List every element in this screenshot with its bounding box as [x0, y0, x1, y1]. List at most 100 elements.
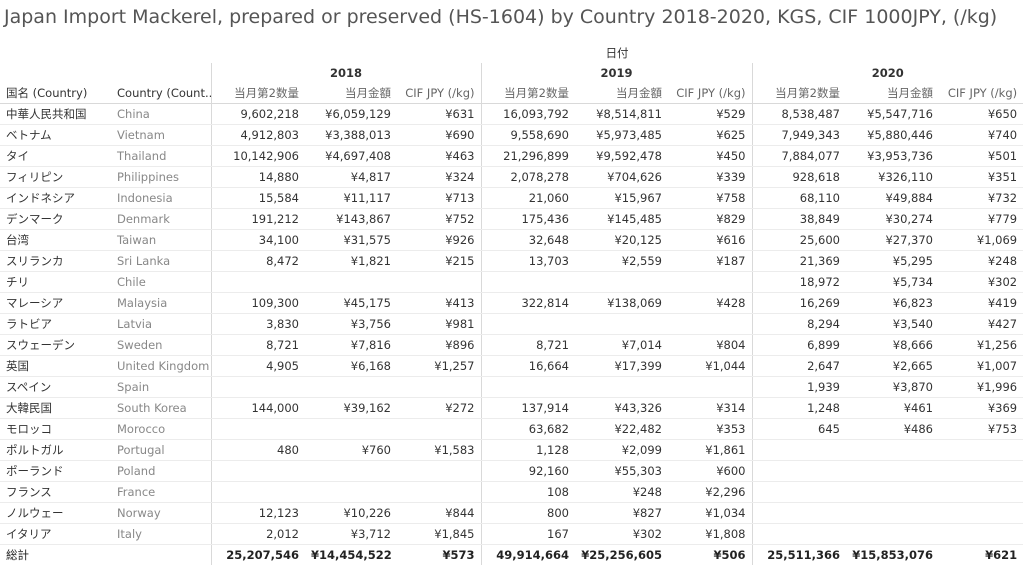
- amount-cell[interactable]: ¥4,697,408: [305, 146, 397, 167]
- country-name-en[interactable]: Thailand: [111, 146, 211, 167]
- measure-header-amount[interactable]: 当月金額: [575, 83, 668, 104]
- amount-cell[interactable]: [846, 461, 939, 482]
- quantity-cell[interactable]: [211, 461, 305, 482]
- country-name-jp[interactable]: ベトナム: [0, 125, 111, 146]
- cif-cell[interactable]: ¥248: [939, 251, 1023, 272]
- cif-cell[interactable]: ¥324: [397, 167, 481, 188]
- country-name-jp[interactable]: マレーシア: [0, 293, 111, 314]
- amount-cell[interactable]: ¥2,559: [575, 251, 668, 272]
- quantity-cell[interactable]: 6,899: [752, 335, 846, 356]
- country-name-jp[interactable]: デンマーク: [0, 209, 111, 230]
- cif-cell[interactable]: ¥427: [939, 314, 1023, 335]
- country-name-jp[interactable]: スリランカ: [0, 251, 111, 272]
- cif-cell[interactable]: ¥1,257: [397, 356, 481, 377]
- amount-cell[interactable]: ¥302: [575, 524, 668, 545]
- country-name-jp[interactable]: ポルトガル: [0, 440, 111, 461]
- cif-cell[interactable]: [397, 419, 481, 440]
- country-name-en[interactable]: Indonesia: [111, 188, 211, 209]
- amount-cell[interactable]: ¥17,399: [575, 356, 668, 377]
- quantity-cell[interactable]: 1,248: [752, 398, 846, 419]
- amount-cell[interactable]: ¥138,069: [575, 293, 668, 314]
- quantity-cell[interactable]: 63,682: [481, 419, 575, 440]
- cif-cell[interactable]: ¥573: [397, 545, 481, 565]
- quantity-cell[interactable]: 16,664: [481, 356, 575, 377]
- quantity-cell[interactable]: 14,880: [211, 167, 305, 188]
- amount-cell[interactable]: ¥11,117: [305, 188, 397, 209]
- quantity-cell[interactable]: 928,618: [752, 167, 846, 188]
- amount-cell[interactable]: ¥3,712: [305, 524, 397, 545]
- amount-cell[interactable]: ¥6,823: [846, 293, 939, 314]
- cif-cell[interactable]: ¥616: [668, 230, 752, 251]
- year-header-2020[interactable]: 2020: [752, 63, 1023, 83]
- cif-cell[interactable]: ¥506: [668, 545, 752, 565]
- quantity-cell[interactable]: [211, 272, 305, 293]
- cif-cell[interactable]: ¥690: [397, 125, 481, 146]
- quantity-cell[interactable]: 480: [211, 440, 305, 461]
- country-name-en[interactable]: Vietnam: [111, 125, 211, 146]
- amount-cell[interactable]: ¥7,816: [305, 335, 397, 356]
- amount-cell[interactable]: ¥8,514,811: [575, 104, 668, 125]
- country-name-jp[interactable]: チリ: [0, 272, 111, 293]
- amount-cell[interactable]: ¥45,175: [305, 293, 397, 314]
- amount-cell[interactable]: ¥10,226: [305, 503, 397, 524]
- quantity-cell[interactable]: 137,914: [481, 398, 575, 419]
- cif-cell[interactable]: ¥351: [939, 167, 1023, 188]
- amount-cell[interactable]: [305, 461, 397, 482]
- measure-header-amount[interactable]: 当月金額: [846, 83, 939, 104]
- amount-cell[interactable]: ¥5,547,716: [846, 104, 939, 125]
- quantity-cell[interactable]: 175,436: [481, 209, 575, 230]
- quantity-cell[interactable]: [752, 461, 846, 482]
- cif-cell[interactable]: ¥353: [668, 419, 752, 440]
- quantity-cell[interactable]: 49,914,664: [481, 545, 575, 565]
- amount-cell[interactable]: ¥9,592,478: [575, 146, 668, 167]
- cif-cell[interactable]: [939, 461, 1023, 482]
- quantity-cell[interactable]: 2,647: [752, 356, 846, 377]
- amount-cell[interactable]: [305, 419, 397, 440]
- country-name-en[interactable]: France: [111, 482, 211, 503]
- amount-cell[interactable]: ¥3,540: [846, 314, 939, 335]
- amount-cell[interactable]: ¥49,884: [846, 188, 939, 209]
- measure-header-cif[interactable]: CIF JPY (/kg): [668, 83, 752, 104]
- year-header-2018[interactable]: 2018: [211, 63, 481, 83]
- cif-cell[interactable]: ¥631: [397, 104, 481, 125]
- cif-cell[interactable]: ¥981: [397, 314, 481, 335]
- country-name-en[interactable]: South Korea: [111, 398, 211, 419]
- country-name-en[interactable]: Chile: [111, 272, 211, 293]
- cif-cell[interactable]: ¥650: [939, 104, 1023, 125]
- amount-cell[interactable]: ¥760: [305, 440, 397, 461]
- cif-cell[interactable]: [397, 377, 481, 398]
- quantity-cell[interactable]: 7,949,343: [752, 125, 846, 146]
- amount-cell[interactable]: ¥7,014: [575, 335, 668, 356]
- quantity-cell[interactable]: 645: [752, 419, 846, 440]
- quantity-cell[interactable]: 15,584: [211, 188, 305, 209]
- amount-cell[interactable]: ¥31,575: [305, 230, 397, 251]
- country-name-en[interactable]: Morocco: [111, 419, 211, 440]
- cif-cell[interactable]: ¥621: [939, 545, 1023, 565]
- quantity-cell[interactable]: [752, 440, 846, 461]
- cif-cell[interactable]: ¥713: [397, 188, 481, 209]
- cif-cell[interactable]: ¥272: [397, 398, 481, 419]
- cif-cell[interactable]: [668, 314, 752, 335]
- quantity-cell[interactable]: [752, 524, 846, 545]
- column-header-country-jp[interactable]: 国名 (Country): [0, 83, 111, 104]
- country-name-jp[interactable]: ポーランド: [0, 461, 111, 482]
- amount-cell[interactable]: ¥143,867: [305, 209, 397, 230]
- quantity-cell[interactable]: 4,912,803: [211, 125, 305, 146]
- country-name-jp[interactable]: 中華人民共和国: [0, 104, 111, 125]
- cif-cell[interactable]: ¥215: [397, 251, 481, 272]
- quantity-cell[interactable]: [211, 377, 305, 398]
- amount-cell[interactable]: ¥4,817: [305, 167, 397, 188]
- amount-cell[interactable]: [846, 524, 939, 545]
- measure-header-amount[interactable]: 当月金額: [305, 83, 397, 104]
- amount-cell[interactable]: ¥461: [846, 398, 939, 419]
- country-name-jp[interactable]: ラトビア: [0, 314, 111, 335]
- cif-cell[interactable]: [668, 377, 752, 398]
- measure-header-quantity[interactable]: 当月第2数量: [211, 83, 305, 104]
- quantity-cell[interactable]: 1,939: [752, 377, 846, 398]
- quantity-cell[interactable]: 21,060: [481, 188, 575, 209]
- quantity-cell[interactable]: 8,721: [211, 335, 305, 356]
- quantity-cell[interactable]: [481, 377, 575, 398]
- quantity-cell[interactable]: 9,558,690: [481, 125, 575, 146]
- quantity-cell[interactable]: 21,369: [752, 251, 846, 272]
- amount-cell[interactable]: ¥15,967: [575, 188, 668, 209]
